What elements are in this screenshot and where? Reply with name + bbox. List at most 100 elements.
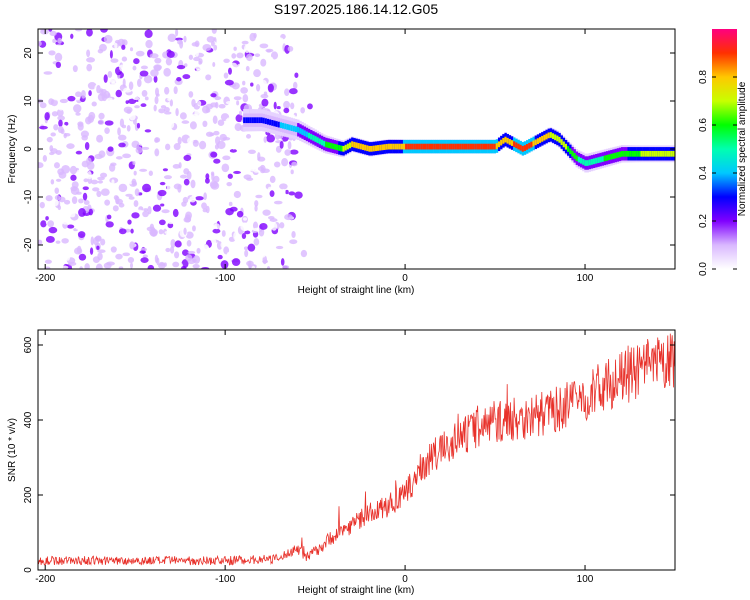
noise-speck (139, 250, 146, 254)
noise-speck (166, 149, 171, 154)
noise-speck (231, 53, 237, 59)
noise-speck (231, 118, 236, 123)
noise-speck (269, 32, 277, 38)
noise-speck (152, 141, 159, 151)
noise-speck (39, 201, 45, 209)
noise-speck (247, 149, 256, 154)
ridge-core (439, 143, 443, 150)
noise-speck (238, 133, 245, 137)
noise-speck (109, 50, 113, 59)
noise-speck (100, 238, 106, 246)
ridge-core (618, 151, 622, 158)
ridge-core (603, 155, 607, 162)
noise-speck (69, 43, 73, 51)
ridge-core (582, 158, 585, 165)
ridge-core (251, 117, 255, 124)
ridge-core (288, 124, 291, 131)
noise-speck (244, 230, 251, 235)
noise-speck (133, 110, 143, 115)
noise-speck (187, 137, 194, 145)
noise-speck (42, 244, 50, 252)
ridge-core (504, 136, 507, 143)
noise-speck (90, 179, 99, 185)
noise-speck (89, 247, 94, 255)
noise-speck (165, 143, 171, 151)
noise-speck (121, 56, 128, 62)
noise-speck (39, 125, 48, 130)
x-tick-label: 100 (577, 273, 594, 284)
noise-speck (241, 40, 249, 45)
ridge-core (497, 141, 501, 148)
x-tick-label: -200 (35, 574, 55, 585)
noise-speck (175, 29, 179, 37)
ridge-core (260, 117, 263, 124)
noise-speck (187, 250, 196, 255)
noise-speck (159, 181, 166, 186)
noise-speck (141, 89, 148, 97)
noise-speck (205, 177, 210, 184)
noise-speck (117, 127, 121, 136)
ridge-core (482, 143, 486, 150)
noise-speck (213, 158, 221, 164)
ridge-core (530, 141, 533, 148)
ridge-core (327, 142, 330, 148)
noise-speck (98, 206, 106, 216)
noise-speck (88, 208, 94, 216)
ridge-core (515, 142, 518, 149)
ridge-core (536, 138, 540, 145)
ridge-core (640, 150, 643, 157)
colorbar-tick-label: 0.0 (698, 262, 709, 276)
noise-speck (251, 265, 256, 269)
colorbar-tick-label: 0.2 (698, 214, 709, 228)
noise-speck (160, 203, 165, 207)
ridge-core (487, 143, 490, 150)
noise-speck (90, 224, 95, 232)
noise-speck (233, 29, 239, 38)
noise-speck (96, 134, 104, 143)
noise-speck (38, 257, 41, 262)
noise-speck (75, 91, 82, 98)
noise-speck (70, 33, 74, 39)
noise-speck (241, 233, 247, 240)
noise-speck (118, 266, 124, 269)
noise-speck (78, 208, 86, 217)
ridge-core (484, 143, 488, 150)
noise-speck (163, 194, 171, 204)
noise-speck (173, 86, 178, 95)
noise-speck (70, 185, 78, 192)
noise-speck (195, 49, 199, 57)
noise-speck (292, 81, 298, 90)
noise-speck (163, 67, 171, 77)
noise-speck (134, 105, 140, 109)
noise-speck (41, 209, 50, 217)
noise-speck (61, 164, 71, 174)
ridge-core (547, 132, 550, 139)
ridge-core (273, 120, 276, 127)
noise-speck (230, 62, 238, 69)
ridge-core (614, 152, 617, 159)
noise-speck (243, 217, 248, 221)
noise-speck (290, 169, 294, 175)
noise-speck (173, 183, 182, 190)
noise-speck (225, 100, 234, 105)
noise-speck (284, 214, 293, 221)
noise-speck (57, 115, 65, 121)
noise-speck (91, 101, 97, 107)
noise-speck (147, 264, 155, 269)
noise-speck (133, 29, 139, 36)
ridge-core (608, 154, 611, 161)
noise-speck (176, 77, 182, 82)
noise-speck (300, 249, 308, 258)
noise-speck (236, 100, 240, 106)
noise-speck (266, 134, 275, 143)
noise-speck (64, 199, 71, 205)
noise-speck (92, 256, 100, 263)
ridge-core (651, 150, 654, 157)
ridge-core (474, 143, 477, 150)
noise-speck (167, 97, 171, 102)
noise-speck (140, 201, 149, 207)
noise-speck (53, 162, 60, 169)
noise-speck (239, 255, 245, 262)
noise-speck (69, 78, 75, 87)
noise-speck (185, 254, 193, 262)
